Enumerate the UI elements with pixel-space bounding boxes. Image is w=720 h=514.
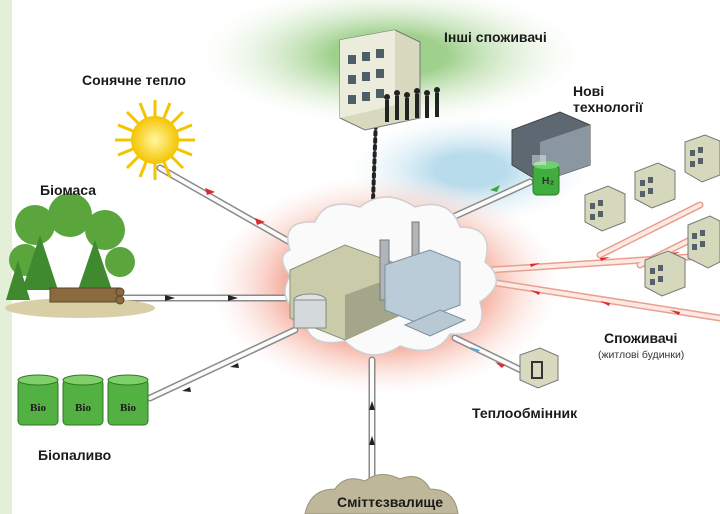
node-label: Споживачі bbox=[604, 330, 677, 346]
barrel-label: Bio bbox=[75, 402, 91, 414]
biofuel-barrels bbox=[18, 375, 148, 425]
node-label: Інші споживачі bbox=[444, 29, 547, 45]
node-sublabel: (житлові будинки) bbox=[598, 349, 684, 361]
node-label: Теплообмінник bbox=[472, 405, 578, 421]
node-label: Біопаливо bbox=[38, 447, 111, 463]
houses bbox=[585, 135, 720, 296]
sun bbox=[115, 100, 195, 180]
tank-label: H₂ bbox=[542, 175, 555, 187]
barrel-label: Bio bbox=[120, 402, 136, 414]
heat-exchanger-box bbox=[520, 348, 558, 388]
node-label: технології bbox=[573, 99, 644, 115]
barrel-label: Bio bbox=[30, 402, 46, 414]
node-label: Нові bbox=[573, 83, 604, 99]
node-label: Біомаса bbox=[40, 182, 96, 198]
district-heating-diagram: H₂ bbox=[0, 0, 720, 514]
page: H₂ bbox=[0, 0, 720, 514]
node-label: Сонячне тепло bbox=[82, 72, 186, 88]
node-label: Сміттєзвалище bbox=[337, 494, 443, 510]
